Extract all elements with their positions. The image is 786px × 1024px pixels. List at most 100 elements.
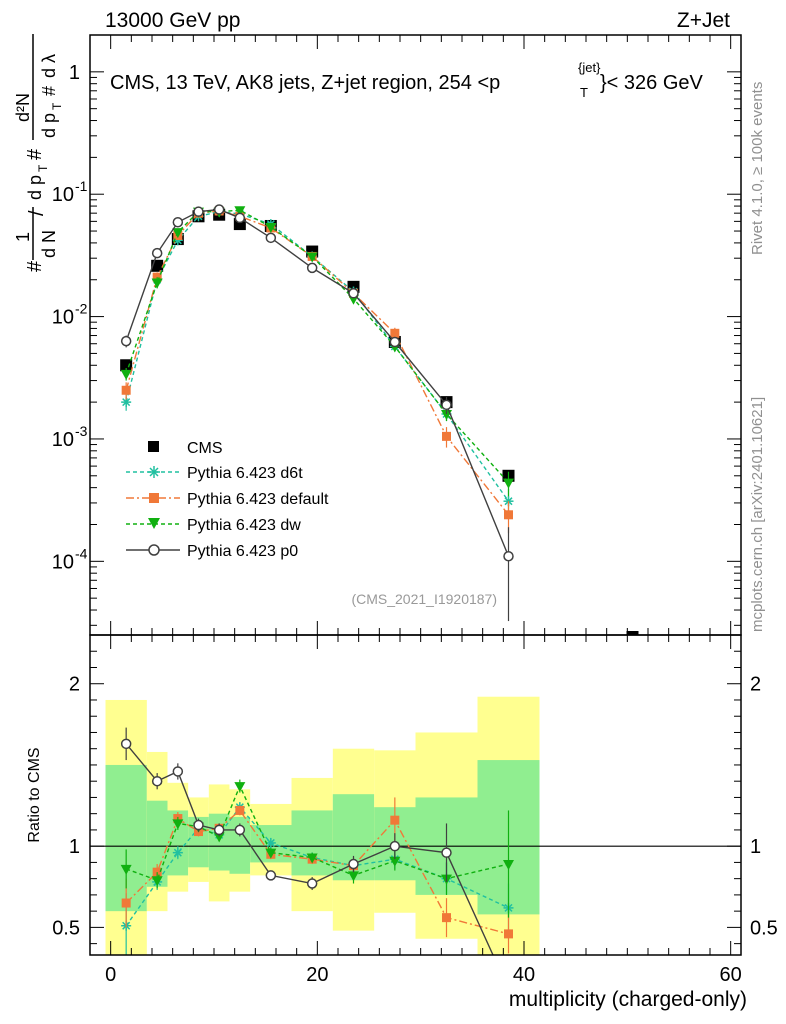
main-y-tick-label: 10 -3 <box>52 423 88 451</box>
main-y-tick-exp: -4 <box>75 545 88 561</box>
dw-point <box>503 478 514 489</box>
ratio-panel-series <box>120 727 514 956</box>
dw-point <box>213 832 225 843</box>
p0-point <box>348 288 359 299</box>
ratio-y-tick-label-right: 1 <box>750 836 761 858</box>
ratio-y-tick-label-left: 0.5 <box>52 917 80 939</box>
legend-marker-d6t <box>148 466 160 478</box>
p0-point <box>213 204 225 215</box>
main-y-tick-base: 1 <box>69 62 80 84</box>
dw-point <box>151 876 163 887</box>
dw-point <box>306 252 318 263</box>
default-point <box>390 815 400 825</box>
ylabel-dlambda: d λ <box>39 54 59 78</box>
legend-marker-cms <box>148 441 159 452</box>
p0-point <box>193 206 204 217</box>
p0-point <box>389 336 401 348</box>
legend-entry-p0: Pythia 6.423 p0 <box>126 543 298 560</box>
default-point <box>121 385 131 395</box>
p0-point <box>441 847 452 858</box>
main-panel-series <box>120 204 639 635</box>
default-point <box>504 510 513 520</box>
p0-point <box>503 551 514 562</box>
p0-point <box>151 775 163 787</box>
p0-point <box>441 399 452 411</box>
p0-point <box>213 824 225 836</box>
ylabel-d2n: d²N <box>13 93 33 122</box>
legend-entry-d6t: Pythia 6.423 d6t <box>126 465 303 482</box>
ratio-y-tick-label-right: 0.5 <box>750 917 778 939</box>
ylabel-dpt-1: d p <box>25 175 45 200</box>
plot-title-sub: T <box>580 85 588 100</box>
p0-line <box>125 208 510 557</box>
p0-point <box>265 870 277 881</box>
main-y-tick-label: 10 -2 <box>52 301 88 329</box>
ylabel-frac-num: 1 <box>13 232 33 242</box>
main-y-tick-base: 10 <box>52 551 74 573</box>
p0-series <box>120 204 514 622</box>
legend-label-dw: Pythia 6.423 dw <box>187 517 301 534</box>
ylabel-hash-3: # <box>39 86 59 96</box>
ratio-band-green-bin <box>229 816 251 874</box>
main-y-tick-exp: -1 <box>75 178 88 194</box>
cms-data-point-clipped <box>626 631 639 635</box>
p0-point <box>172 217 184 228</box>
cms-series <box>120 208 639 635</box>
main-y-tick-base: 10 <box>52 307 74 329</box>
ratio-uncertainty-bands <box>90 696 741 955</box>
p0-ratio-series <box>120 727 494 956</box>
x-axis-label: multiplicity (charged-only) <box>509 988 747 1011</box>
legend-marker-dw <box>148 518 160 529</box>
p0-point <box>172 766 184 777</box>
dw-point <box>151 278 163 289</box>
analysis-id-label: (CMS_2021_I1920187) <box>351 591 497 607</box>
main-y-tick-base: 10 <box>52 184 74 206</box>
main-y-tick-label: 10 -4 <box>52 545 88 573</box>
default-line <box>125 210 510 516</box>
ratio-y-tick-label-left: 1 <box>69 836 80 858</box>
dw-line <box>125 209 510 484</box>
plot-title-end: }< 326 GeV <box>600 72 704 94</box>
plot-title-sup: {jet} <box>578 60 601 75</box>
dw-point <box>172 228 184 239</box>
dw-point <box>120 369 132 380</box>
ratio-ylabel: Ratio to CMS <box>26 747 43 842</box>
x-tick-label: 40 <box>513 964 535 986</box>
legend-marker-default <box>149 493 159 503</box>
ylabel-dpt-2: d p <box>39 113 59 138</box>
d6t-point <box>172 847 183 858</box>
ylabel-hash-2: # <box>24 148 46 160</box>
legend: CMS Pythia 6.423 d6t Pythia 6.423 defaul… <box>126 440 329 560</box>
dw-point <box>265 222 277 233</box>
p0-point <box>234 824 246 836</box>
dw-point <box>503 860 514 871</box>
p0-point <box>348 858 359 870</box>
p0-point <box>306 262 318 274</box>
p0-point <box>265 232 277 244</box>
default-point <box>235 805 245 815</box>
plot-title: CMS, 13 TeV, AK8 jets, Z+jet region, 254… <box>110 60 704 100</box>
dw-point <box>234 782 246 793</box>
default-point <box>390 328 400 338</box>
ratio-band-green-bin <box>167 810 189 876</box>
x-tick-label: 0 <box>105 964 116 986</box>
dw-point <box>306 853 318 864</box>
legend-marker-p0 <box>148 544 160 556</box>
default-ratio-line <box>125 809 509 935</box>
ylabel-hash-1: # <box>24 260 46 272</box>
main-y-tick-exp: -3 <box>75 423 88 439</box>
side-label-top: Rivet 4.1.0, ≥ 100k events <box>749 82 766 255</box>
legend-label-p0: Pythia 6.423 p0 <box>187 543 298 560</box>
header-right-label: Z+Jet <box>677 9 730 32</box>
dw-point <box>120 864 132 875</box>
side-label-bottom: mcplots.cern.ch [arXiv:2401.10621] <box>749 397 766 632</box>
default-point <box>121 898 131 908</box>
default-point <box>504 929 513 939</box>
p0-point <box>306 878 318 889</box>
ratio-band-green-bin <box>291 810 333 876</box>
dw-point <box>389 856 401 867</box>
main-y-tick-label: 10 -1 <box>52 178 88 206</box>
legend-entry-dw: Pythia 6.423 dw <box>126 517 301 534</box>
dw-point <box>265 848 277 859</box>
